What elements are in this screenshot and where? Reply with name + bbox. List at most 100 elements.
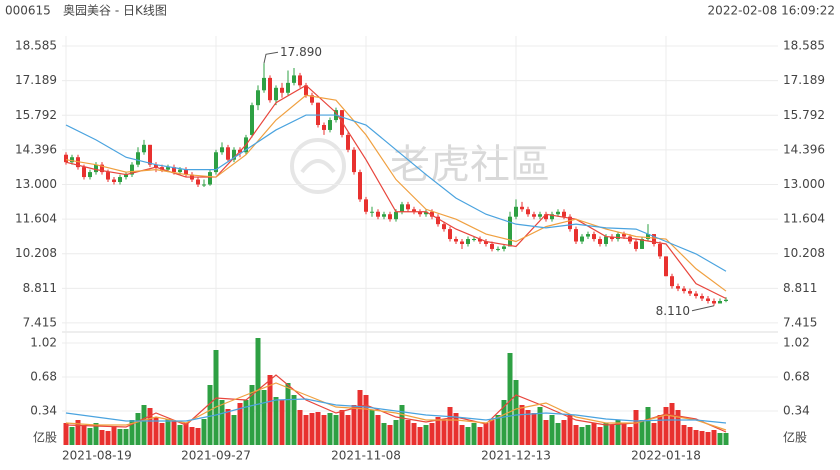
y-tick-label: 10.208 (15, 246, 57, 260)
volume-bar (369, 410, 375, 445)
volume-bar (303, 415, 309, 445)
ma (65, 84, 727, 300)
volume-bar (387, 425, 393, 445)
annotation-line (263, 51, 279, 64)
candle-body (586, 234, 590, 237)
volume-bar (447, 407, 453, 445)
volume-bar (699, 431, 705, 445)
volume-bar (261, 390, 267, 445)
candle-body (166, 167, 170, 170)
volume-bar (315, 412, 321, 445)
x-tick-label: 2021-09-27 (181, 449, 251, 463)
candle-body (466, 239, 470, 244)
candle-body (310, 95, 314, 103)
volume-bar (393, 420, 399, 445)
candle-body (622, 234, 626, 237)
candle-body (538, 214, 542, 217)
candle-body (676, 286, 680, 289)
candle-body (328, 120, 332, 130)
volume-bar (105, 431, 111, 445)
volume-bar (453, 413, 459, 445)
candle-body (136, 152, 140, 165)
candle-body (118, 177, 122, 183)
candle-body (688, 291, 692, 294)
candle-body (550, 214, 554, 220)
volume-bar (141, 405, 147, 445)
candle-body (406, 204, 410, 210)
volume-bar (357, 390, 363, 445)
candle-body (286, 82, 290, 93)
volume-bar (147, 408, 153, 445)
candle-body (88, 172, 92, 178)
volume-bar (711, 430, 717, 445)
candle-body (262, 77, 266, 91)
volume-bar (153, 417, 159, 445)
volume-bar (327, 413, 333, 445)
volume-bar (603, 423, 609, 445)
candle-body (82, 167, 86, 178)
volume-bar (285, 383, 291, 445)
candle-body (250, 105, 254, 135)
volume-bar (429, 423, 435, 445)
ma (65, 94, 727, 292)
volume-tick-label-right: 亿股 (783, 430, 807, 445)
volume-bar (237, 403, 243, 445)
x-tick-label: 2021-08-19 (62, 449, 132, 463)
candle-body (292, 75, 296, 83)
candle-body (184, 169, 188, 175)
y-tick-label-right: 8.811 (783, 281, 817, 295)
candle-body (670, 276, 674, 287)
volume-bar (201, 419, 207, 445)
datetime: 2022-02-08 16:09:22 (708, 4, 835, 18)
candle-body (526, 209, 530, 215)
volume-bar (441, 420, 447, 445)
volume-bar (255, 338, 261, 445)
volume-bar (417, 427, 423, 445)
volume-bar (549, 415, 555, 445)
candle-body (376, 211, 380, 217)
volume-bar (399, 405, 405, 445)
y-tick-label-right: 14.396 (783, 142, 825, 156)
volume-bar (351, 405, 357, 445)
volume-bar (543, 420, 549, 445)
y-tick-label-right: 13.000 (783, 177, 825, 191)
volume-bar (483, 423, 489, 445)
candle-body (634, 241, 638, 249)
volume-bar (525, 410, 531, 445)
candle-body (268, 77, 272, 101)
candle-body (304, 85, 308, 96)
volume-bar (405, 420, 411, 445)
candle-body (610, 236, 614, 240)
y-tick-label-right: 10.208 (783, 246, 825, 260)
candle-body (532, 214, 536, 217)
candle-body (358, 172, 362, 200)
volume-bar (585, 425, 591, 445)
y-tick-label-right: 11.604 (783, 212, 825, 226)
volume-bar (669, 403, 675, 445)
candle-body (448, 229, 452, 240)
candle-body (208, 172, 212, 185)
candle-body (514, 206, 518, 217)
volume-bar (621, 423, 627, 445)
candle-body (256, 90, 260, 106)
volume-bar (477, 427, 483, 445)
volume-bar (435, 417, 441, 445)
candle-body (424, 211, 428, 215)
volume-bar (423, 425, 429, 445)
volume-bar (375, 415, 381, 445)
volume-bar (687, 427, 693, 445)
candle-body (214, 152, 218, 173)
volume-bar (561, 420, 567, 445)
volume-bar (627, 427, 633, 445)
watermark-logo (290, 138, 346, 194)
volume-bar (183, 423, 189, 445)
candle-body (706, 298, 710, 301)
candle-body (370, 211, 374, 213)
candle-body (418, 211, 422, 215)
candle-body (316, 102, 320, 125)
y-tick-label-right: 7.415 (783, 315, 817, 329)
candle-body (130, 164, 134, 175)
volume-bar (69, 427, 75, 445)
y-tick-label: 17.189 (15, 73, 57, 87)
y-tick-label-right: 17.189 (783, 73, 825, 87)
